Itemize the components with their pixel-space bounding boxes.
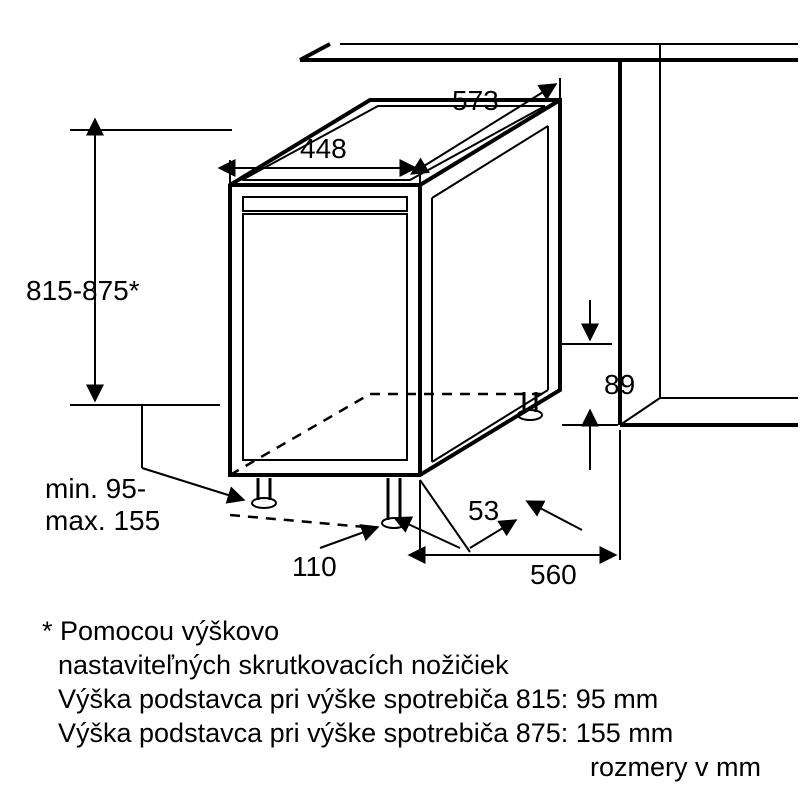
footnote-line: Výška podstavca pri výške spotrebiča 815… (58, 684, 658, 714)
dim-width-448: 448 (230, 133, 420, 185)
dim-label: 815-875* (26, 275, 140, 306)
dim-label: 573 (452, 85, 499, 116)
footnote-line: nastaviteľných skrutkovacích nožičiek (58, 650, 509, 680)
footnote-line: * Pomocou výškovo (42, 616, 279, 646)
dim-label: min. 95- (45, 473, 146, 504)
footnote-line: Výška podstavca pri výške spotrebiča 875… (58, 718, 673, 748)
foot-front-left (252, 478, 276, 508)
dim-label: 53 (468, 495, 499, 526)
dim-height-815-875: 815-875* (26, 130, 232, 405)
dim-110: 110 (292, 524, 460, 582)
dimension-drawing: 448 573 815-875* min. 95- max. 155 110 5… (0, 0, 800, 800)
units-label: rozmery v mm (590, 752, 761, 782)
dim-label: max. 155 (45, 505, 160, 536)
dim-foot-adjust: min. 95- max. 155 (45, 405, 244, 536)
dim-label: 110 (292, 551, 337, 582)
dim-label: 560 (530, 559, 577, 590)
dim-label: 89 (604, 369, 635, 400)
foot-front-right (382, 478, 406, 528)
dim-89: 89 (562, 300, 635, 470)
dim-label: 448 (300, 133, 347, 164)
